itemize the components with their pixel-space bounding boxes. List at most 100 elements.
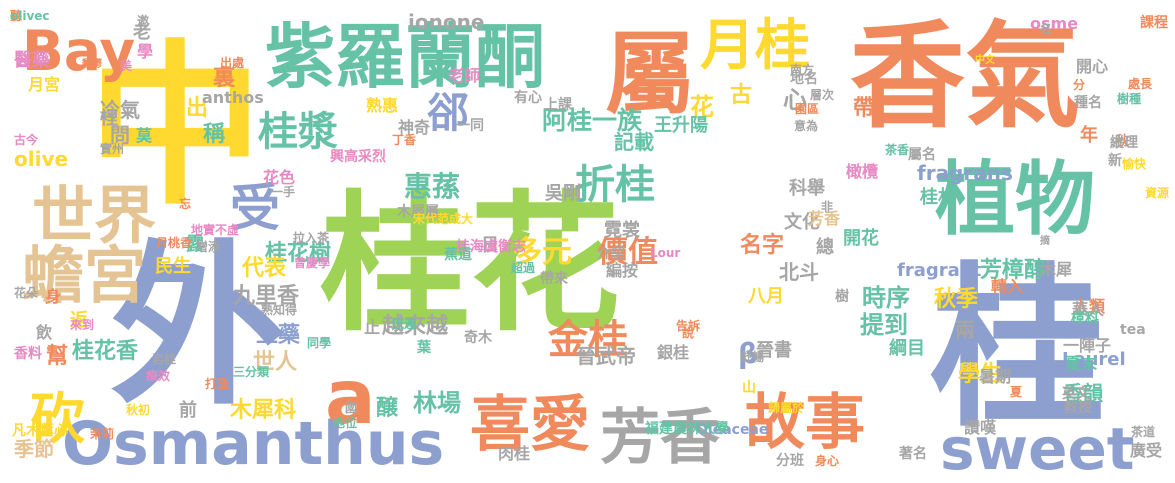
word-u53d7-19: 受 bbox=[230, 179, 280, 237]
word-u719fu60e0-94: 熟惠 bbox=[366, 96, 399, 115]
word-u8336u9053-122: 茶道 bbox=[1131, 425, 1156, 439]
word-u5357u65b9-180: 南方 bbox=[790, 63, 815, 77]
word-u9999u6599-158: 香料 bbox=[14, 346, 42, 362]
word-u958bu82b1-68: 開花 bbox=[843, 228, 879, 249]
word-u91d1u6842-22: 金桂 bbox=[548, 317, 628, 363]
word-u91abu85e5-88: 醫藥 bbox=[14, 50, 50, 71]
word-u6a39-192: 樹 bbox=[835, 289, 849, 305]
word-bay-10: Bay bbox=[22, 19, 136, 83]
word-u6728u7280u5c6c-136: 木犀屬 bbox=[397, 204, 439, 220]
word-u4ebau985e-114: 人類 bbox=[1073, 297, 1106, 316]
word-u9999u97fb-46: 香韻 bbox=[1063, 381, 1103, 405]
word-u5b78-87: 學 bbox=[137, 42, 154, 61]
word-u7f8e-169: 美 bbox=[120, 59, 133, 73]
word-u8001u5e2b-95: 老師 bbox=[448, 66, 481, 85]
word-u82b3u6a1fu9187-41: 芳樟醇 bbox=[980, 258, 1047, 283]
word-u6298u6842-17: 折桂 bbox=[575, 162, 655, 208]
word-u4e00u9663u5b50-116: 一陣子 bbox=[1063, 336, 1112, 355]
word-u590fu672b-117: 夏末 bbox=[1065, 354, 1098, 373]
word-u6559u6388-119: 教授 bbox=[1064, 400, 1092, 416]
word-u8eab-78: 身 bbox=[45, 287, 62, 306]
word-u5730u540d-179: 地名 bbox=[790, 71, 818, 87]
word-u6d41u9023-147: 流連 bbox=[392, 317, 417, 331]
word-u6708u6843u9999-153: 月桃香 bbox=[156, 236, 193, 250]
word-u5e36-66: 帶 bbox=[853, 96, 876, 121]
word-u5e74-67: 年 bbox=[1080, 125, 1098, 146]
word-u7642u6548-160: 療效 bbox=[146, 369, 171, 383]
word-u79cbu521d-165: 秋初 bbox=[126, 403, 151, 417]
word-u554f-49: 問 bbox=[110, 123, 130, 147]
word-fragrant-42: fragrant bbox=[897, 260, 982, 281]
word-u6b62-81: 止 bbox=[364, 318, 381, 337]
word-u6842-3: 桂 bbox=[930, 248, 1105, 451]
word-u589eu6dfb-152: 增添 bbox=[196, 240, 221, 254]
word-u4e16u754c-11: 世界 bbox=[32, 179, 157, 252]
word-u4e00u624b-85: 一手 bbox=[271, 185, 296, 199]
word-fragrans-29: fragrans bbox=[917, 161, 1013, 185]
word-u7e31u7406-186: 縱理 bbox=[1110, 135, 1138, 151]
word-u83efu4eba-115: 華人 bbox=[1072, 300, 1105, 319]
word-u9732-82: 露 bbox=[186, 234, 204, 255]
word-u7db1u76ee-70: 綱目 bbox=[889, 338, 925, 359]
word-u5c64u6b21-105: 層次 bbox=[810, 88, 835, 102]
word-u4f86u5230-156: 來到 bbox=[70, 318, 95, 332]
word-sweet-16: sweet bbox=[940, 415, 1135, 483]
word-u9713u88f3-59: 霓裳 bbox=[604, 220, 640, 241]
word-u8d8au4f86u8d8a-38: 越來越 bbox=[382, 314, 449, 339]
word-u66feu6176u5b78-150: 曾慶學 bbox=[294, 256, 331, 270]
word-u6a39u7a2e-184: 樹種 bbox=[1117, 92, 1142, 106]
word-u99a5u9b31-170: 馥鬱 bbox=[82, 59, 102, 70]
word-u5b78u751f-44: 學生 bbox=[958, 362, 1003, 387]
word-u5be6u5dde-172: 實州 bbox=[100, 142, 125, 156]
word-u4e0au85e5-33: 上藥 bbox=[256, 323, 301, 348]
word-u4e5du91ccu9999-32: 九里香 bbox=[233, 284, 300, 309]
word-u958bu5fc3-176: 開心 bbox=[1076, 57, 1109, 76]
word-u8336u9999-106: 茶香 bbox=[885, 143, 910, 157]
word-u975e-110: 非 bbox=[821, 200, 834, 214]
word-u65e5-60: 日 bbox=[481, 235, 499, 256]
word-olive-92: olive bbox=[14, 147, 69, 171]
word-u7d2bu7f85u862du916e-6: 紫羅蘭酮 bbox=[265, 16, 545, 98]
word-u6842u6797-69: 桂林 bbox=[920, 187, 956, 208]
word-u5730u4f4d-164: 地位 bbox=[333, 416, 358, 430]
word-u82b1u8272-84: 花色 bbox=[263, 168, 296, 187]
word-u6649u6b66u5e1d-73: 晉武帝 bbox=[576, 344, 636, 368]
word-u79d1u8209-61: 科舉 bbox=[789, 178, 825, 199]
word-u8001-86: 老 bbox=[133, 22, 151, 43]
word-u8208u9ad8u91c7u70c8-102: 興高采烈 bbox=[330, 149, 386, 165]
word-u6649u66f8-72: 晉書 bbox=[756, 340, 792, 361]
word-u53e4u4eca-91: 古今 bbox=[14, 133, 39, 147]
word-a-18: a bbox=[325, 353, 376, 441]
word-u6708u5bae-89: 月宮 bbox=[28, 75, 61, 94]
word-u8a18u8f09-57: 記載 bbox=[614, 130, 654, 154]
word-u6c11u751f-83: 民生 bbox=[155, 256, 191, 277]
word-u6842u6f3f-21: 桂漿 bbox=[258, 109, 338, 155]
word-u5916-2: 外 bbox=[110, 226, 285, 429]
word-u4e16u4eba-35: 世人 bbox=[253, 350, 298, 375]
word-u8ab2u7a0b-175: 課程 bbox=[1140, 15, 1168, 31]
word-u5712u5340-104: 園區 bbox=[795, 102, 820, 116]
word-u51fa-51: 出 bbox=[186, 96, 209, 121]
word-u4e09u5206u985e-162: 三分類 bbox=[233, 365, 270, 379]
word-u3b2-74: β bbox=[738, 337, 759, 370]
word-u79cbu5b63-65: 秋季 bbox=[934, 287, 979, 312]
word-u8d85u904e-140: 超過 bbox=[511, 261, 536, 275]
word-u8fd4-76: 返 bbox=[70, 310, 88, 331]
word-u6708u6842-9: 月桂 bbox=[700, 13, 811, 77]
word-u6728u7280-113: 木犀 bbox=[1040, 260, 1073, 279]
word-u516bu6708-64: 八月 bbox=[748, 286, 784, 307]
word-u6b78u5c6cu65bc-131: 歸屬於 bbox=[768, 401, 805, 415]
word-u8457u540d-124: 著名 bbox=[899, 446, 927, 462]
word-u559cu611b-14: 喜愛 bbox=[470, 390, 590, 460]
word-u5206u73ed-125: 分班 bbox=[776, 453, 804, 469]
word-u87feu5bae-12: 蟾宮 bbox=[22, 239, 147, 312]
word-lour-138: Lour bbox=[650, 246, 681, 260]
word-u8309u8389-167: 茉莉 bbox=[90, 427, 115, 441]
word-u8b9au5606-120: 讚嘆 bbox=[964, 418, 997, 437]
word-u540cu5b78-148: 同學 bbox=[307, 336, 332, 350]
word-u88e1-90: 裡 bbox=[100, 108, 118, 129]
word-u8aaa-143: 說 bbox=[682, 326, 695, 340]
word-u82b1u6735-157: 花朵 bbox=[14, 286, 39, 300]
word-u82b3u9999-13: 芳香 bbox=[600, 403, 720, 473]
